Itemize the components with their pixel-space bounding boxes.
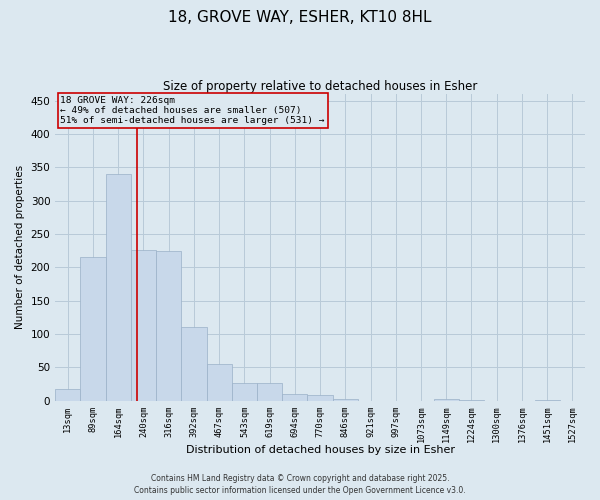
Bar: [156, 250, 181, 400]
X-axis label: Distribution of detached houses by size in Esher: Distribution of detached houses by size …: [185, 445, 455, 455]
Bar: [282, 394, 307, 400]
Bar: [257, 384, 282, 400]
Bar: [131, 250, 156, 400]
Text: 18, GROVE WAY, ESHER, KT10 8HL: 18, GROVE WAY, ESHER, KT10 8HL: [168, 10, 432, 25]
Bar: [55, 388, 80, 400]
Bar: [307, 396, 332, 400]
Bar: [106, 174, 131, 400]
Text: Contains HM Land Registry data © Crown copyright and database right 2025.
Contai: Contains HM Land Registry data © Crown c…: [134, 474, 466, 495]
Bar: [206, 364, 232, 401]
Bar: [80, 256, 106, 400]
Bar: [181, 328, 206, 400]
Bar: [232, 382, 257, 400]
Text: 18 GROVE WAY: 226sqm
← 49% of detached houses are smaller (507)
51% of semi-deta: 18 GROVE WAY: 226sqm ← 49% of detached h…: [61, 96, 325, 126]
Y-axis label: Number of detached properties: Number of detached properties: [15, 166, 25, 330]
Title: Size of property relative to detached houses in Esher: Size of property relative to detached ho…: [163, 80, 477, 93]
